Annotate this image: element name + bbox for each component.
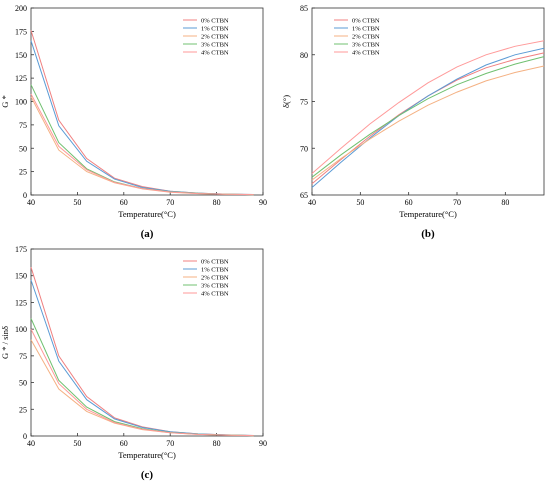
x-tick-label: 80 (213, 198, 221, 207)
x-axis-label: Temperature(°C) (118, 209, 176, 219)
series-line-2 (311, 47, 545, 188)
y-tick-label: 25 (19, 168, 27, 177)
y-tick-label: 0 (23, 191, 27, 200)
y-tick-label: 75 (19, 121, 27, 130)
legend-label: 1% CTBN (201, 26, 229, 33)
series-line-4 (30, 84, 254, 196)
x-tick-label: 40 (27, 198, 35, 207)
legend-label: 4% CTBN (352, 50, 380, 57)
series-line-5 (311, 40, 545, 174)
y-tick-label: 0 (23, 432, 27, 441)
x-tick-label: 40 (27, 439, 35, 448)
plot-frame (30, 248, 264, 437)
legend-label: 0% CTBN (352, 18, 380, 25)
legend-label: 0% CTBN (201, 259, 229, 266)
x-tick-label: 50 (73, 198, 81, 207)
series-line-2 (30, 279, 254, 436)
y-tick-label: 200 (15, 4, 27, 13)
x-axis-label: Temperature(°C) (118, 450, 176, 460)
x-tick-label: 90 (259, 198, 267, 207)
series-line-3 (30, 96, 254, 196)
series-line-2 (30, 40, 254, 195)
x-tick-label: 60 (120, 198, 128, 207)
x-tick-label: 70 (166, 198, 174, 207)
y-tick-label: 175 (15, 245, 27, 254)
legend-label: 1% CTBN (201, 267, 229, 274)
y-tick-label: 70 (300, 144, 308, 153)
legend-label: 3% CTBN (201, 283, 229, 290)
x-tick-label: 70 (166, 439, 174, 448)
y-tick-label: 75 (19, 352, 27, 361)
y-axis-label: δ(°) (281, 95, 291, 108)
series-line-3 (311, 65, 545, 181)
y-axis-label: G * (0, 95, 10, 108)
y-tick-label: 50 (19, 144, 27, 153)
x-tick-label: 60 (120, 439, 128, 448)
chart-panel-2: 40 50 60 70 80 65 70 75 80 85 Temperature(°C) δ(°) (… (281, 4, 545, 240)
x-axis-label: Temperature(°C) (399, 209, 457, 219)
series-line-4 (311, 56, 545, 178)
y-tick-label: 150 (15, 51, 27, 60)
y-tick-label: 175 (15, 27, 27, 36)
y-tick-label: 75 (300, 98, 308, 107)
series-line-1 (311, 52, 545, 185)
legend-label: 2% CTBN (201, 34, 229, 41)
y-axis-label: G * / sinδ (0, 326, 10, 359)
series-line-4 (30, 318, 254, 437)
series-line-5 (30, 328, 254, 437)
x-tick-label: 70 (453, 198, 461, 207)
legend-label: 0% CTBN (201, 18, 229, 25)
panel-caption: (b) (421, 228, 435, 240)
y-tick-label: 125 (15, 74, 27, 83)
x-tick-label: 60 (405, 198, 413, 207)
y-tick-label: 85 (300, 4, 308, 13)
series-line-3 (30, 339, 254, 437)
legend-label: 4% CTBN (201, 291, 229, 298)
legend-label: 2% CTBN (352, 34, 380, 41)
x-tick-label: 80 (213, 439, 221, 448)
legend-label: 4% CTBN (201, 50, 229, 57)
y-tick-label: 100 (15, 98, 27, 107)
y-tick-label: 125 (15, 298, 27, 307)
chart-panel-1: 40 50 60 70 80 90 0 25 50 75 100 125 150 175 200 Temper… (0, 4, 267, 240)
y-tick-label: 150 (15, 272, 27, 281)
series-line-5 (30, 93, 254, 196)
y-tick-label: 25 (19, 405, 27, 414)
y-tick-label: 80 (300, 51, 308, 60)
x-tick-label: 40 (308, 198, 316, 207)
y-tick-label: 100 (15, 325, 27, 334)
x-tick-label: 50 (73, 439, 81, 448)
x-tick-label: 90 (259, 439, 267, 448)
legend-label: 2% CTBN (201, 275, 229, 282)
panel-caption: (c) (141, 469, 154, 481)
y-tick-label: 50 (19, 379, 27, 388)
legend-label: 3% CTBN (201, 42, 229, 49)
chart-panel-3: 40 50 60 70 80 90 0 25 50 75 100 125 150 175 Temperatu… (0, 245, 267, 481)
legend-label: 3% CTBN (352, 42, 380, 49)
x-tick-label: 80 (501, 198, 509, 207)
panel-caption: (a) (141, 228, 154, 240)
legend-label: 1% CTBN (352, 26, 380, 33)
y-tick-label: 65 (300, 191, 308, 200)
x-tick-label: 50 (356, 198, 364, 207)
